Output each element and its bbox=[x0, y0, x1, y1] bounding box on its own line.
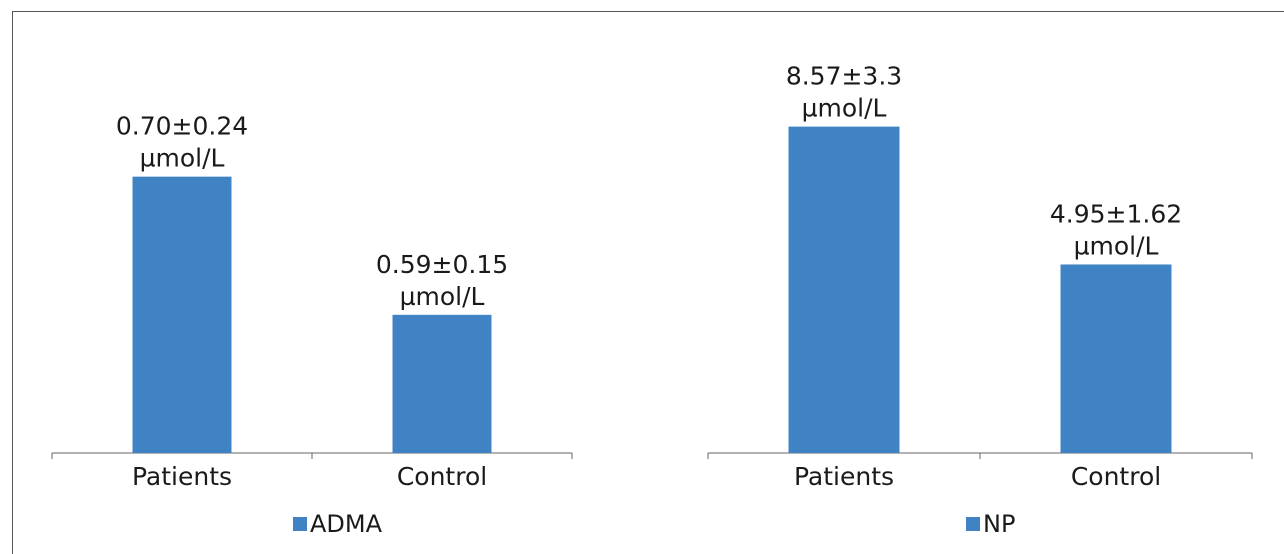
data-label-value: 0.70±0.24 bbox=[116, 112, 248, 141]
data-label-value: 8.57±3.3 bbox=[786, 62, 902, 91]
data-label-value: 4.95±1.62 bbox=[1050, 199, 1182, 228]
bar-adma-control bbox=[392, 314, 492, 453]
bar-np-control bbox=[1060, 264, 1172, 453]
legend-swatch bbox=[966, 517, 980, 531]
data-label-value: 0.59±0.15 bbox=[376, 250, 508, 279]
data-label-unit: µmol/L bbox=[400, 282, 485, 311]
data-label-unit: µmol/L bbox=[1074, 231, 1159, 260]
legend-label: NP bbox=[983, 510, 1015, 538]
data-label-unit: µmol/L bbox=[140, 144, 225, 173]
legend-label: ADMA bbox=[310, 510, 383, 538]
bar-np-patients bbox=[788, 126, 900, 453]
x-tick-label: Control bbox=[397, 462, 487, 491]
x-tick-label: Patients bbox=[132, 462, 232, 491]
legend-swatch bbox=[293, 517, 307, 531]
bar-adma-patients bbox=[132, 176, 232, 454]
x-tick-label: Control bbox=[1071, 462, 1161, 491]
x-tick-label: Patients bbox=[794, 462, 894, 491]
data-label-unit: µmol/L bbox=[802, 94, 887, 123]
